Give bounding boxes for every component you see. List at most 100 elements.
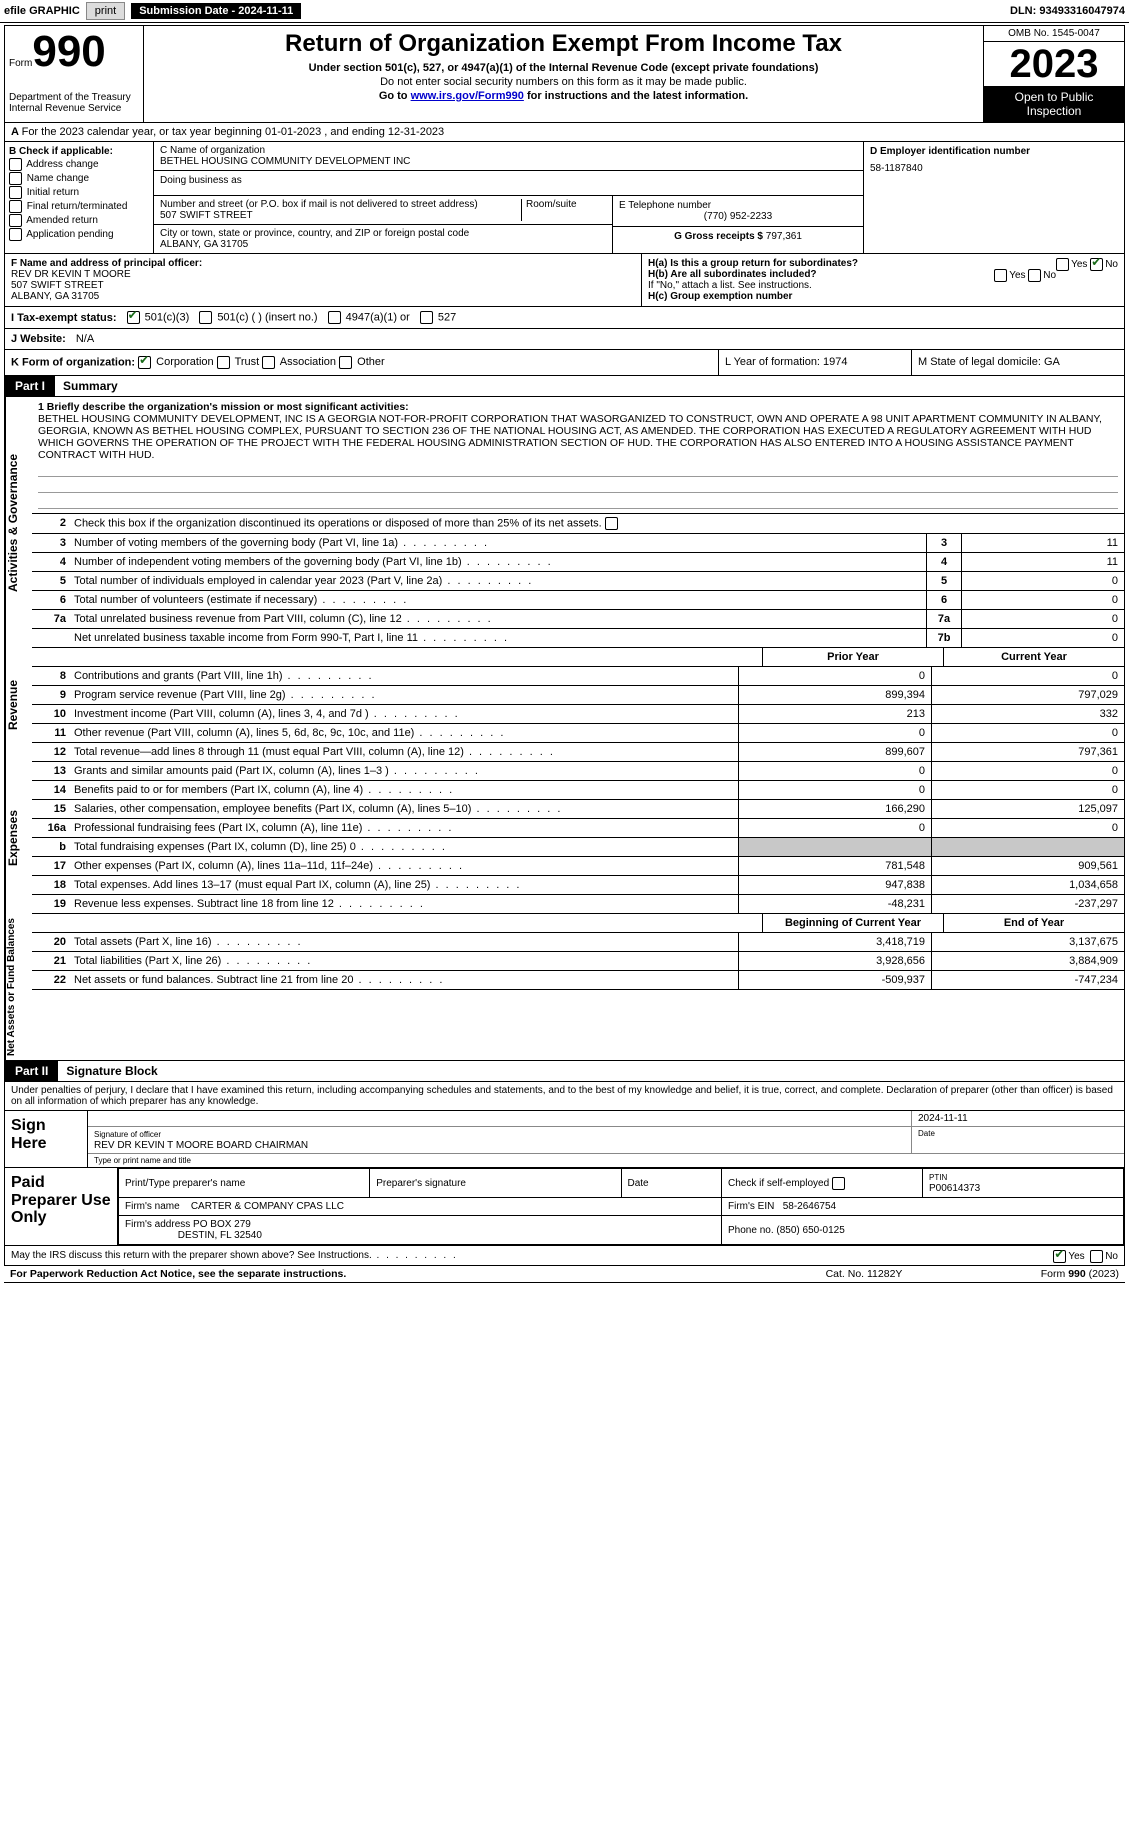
line-value: 0 xyxy=(961,610,1124,628)
py-cy-header: Prior Year Current Year xyxy=(32,648,1124,667)
mission-text: BETHEL HOUSING COMMUNITY DEVELOPMENT, IN… xyxy=(38,413,1102,461)
chk-other[interactable]: Other xyxy=(339,356,385,368)
address-row: Number and street (or P.O. box if mail i… xyxy=(154,196,863,253)
current-year-value xyxy=(931,838,1124,856)
chk-trust[interactable]: Trust xyxy=(217,356,260,368)
line-num: 17 xyxy=(32,857,70,875)
box-id: 6 xyxy=(926,591,961,609)
expenses-body: 13 Grants and similar amounts paid (Part… xyxy=(32,762,1124,914)
form-prefix: Form xyxy=(9,58,32,69)
sign-here-label: Sign Here xyxy=(5,1111,88,1167)
box-id: 4 xyxy=(926,553,961,571)
chk-assoc[interactable]: Association xyxy=(262,356,336,368)
table-row: 16a Professional fundraising fees (Part … xyxy=(32,819,1124,838)
subtitle3-pre: Go to xyxy=(379,90,411,102)
header-info-block: B Check if applicable: Address change Na… xyxy=(4,142,1125,254)
tax-year: 2023 xyxy=(984,42,1124,86)
current-year-value: 797,361 xyxy=(931,743,1124,761)
line-num: 8 xyxy=(32,667,70,685)
dba-label: Doing business as xyxy=(160,175,242,186)
line-desc: Investment income (Part VIII, column (A)… xyxy=(70,705,738,723)
print-button[interactable]: print xyxy=(86,2,125,20)
chk-initial-return[interactable]: Initial return xyxy=(9,186,149,199)
chk-527[interactable]: 527 xyxy=(420,311,456,324)
current-year-value: -237,297 xyxy=(931,895,1124,913)
current-year-header: Current Year xyxy=(943,648,1124,666)
ha-row: H(a) Is this a group return for subordin… xyxy=(648,258,1118,269)
firm-ein-cell: Firm's EIN 58-2646754 xyxy=(722,1198,1124,1216)
row-j-label: J Website: xyxy=(11,333,66,345)
table-row: 12 Total revenue—add lines 8 through 11 … xyxy=(32,743,1124,762)
chk-address-change[interactable]: Address change xyxy=(9,158,149,171)
current-year-value: 797,029 xyxy=(931,686,1124,704)
discuss-yes-no: Yes No xyxy=(1053,1250,1118,1263)
table-row: Print/Type preparer's name Preparer's si… xyxy=(119,1169,1124,1198)
sig-blank xyxy=(88,1111,911,1126)
signature-block: Under penalties of perjury, I declare th… xyxy=(4,1082,1125,1266)
side-label-exp: Expenses xyxy=(5,762,32,914)
pra-notice: For Paperwork Reduction Act Notice, see … xyxy=(10,1268,789,1280)
irs-link[interactable]: www.irs.gov/Form990 xyxy=(411,90,524,102)
self-emp-cell: Check if self-employed xyxy=(722,1169,923,1198)
blank-line xyxy=(38,495,1118,509)
part-i-title: Summary xyxy=(55,376,126,396)
dba-row: Doing business as xyxy=(154,171,863,196)
phone-label: E Telephone number xyxy=(619,200,857,211)
prior-year-value: 0 xyxy=(738,781,931,799)
table-row: Net unrelated business taxable income fr… xyxy=(32,629,1124,648)
page-footer: For Paperwork Reduction Act Notice, see … xyxy=(4,1266,1125,1283)
line-num: 5 xyxy=(32,572,70,590)
boy-header: Beginning of Current Year xyxy=(762,914,943,932)
current-year-value: 0 xyxy=(931,667,1124,685)
eoy-value: 3,884,909 xyxy=(931,952,1124,970)
row-k: K Form of organization: Corporation Trus… xyxy=(5,350,719,375)
table-row: 7a Total unrelated business revenue from… xyxy=(32,610,1124,629)
org-name: BETHEL HOUSING COMMUNITY DEVELOPMENT INC xyxy=(160,156,857,167)
chk-501c3[interactable]: 501(c)(3) xyxy=(127,311,190,324)
line-num: 11 xyxy=(32,724,70,742)
chk-501c[interactable]: 501(c) ( ) (insert no.) xyxy=(199,311,317,324)
chk-final-return[interactable]: Final return/terminated xyxy=(9,200,149,213)
form-number: 990 xyxy=(32,27,105,76)
line-desc: Professional fundraising fees (Part IX, … xyxy=(70,819,738,837)
box-d: D Employer identification number 58-1187… xyxy=(863,142,1124,253)
table-row: b Total fundraising expenses (Part IX, c… xyxy=(32,838,1124,857)
prior-year-value: 213 xyxy=(738,705,931,723)
table-row: 4 Number of independent voting members o… xyxy=(32,553,1124,572)
line-desc: Total number of individuals employed in … xyxy=(70,572,926,590)
firm-addr-cell: Firm's address PO BOX 279 DESTIN, FL 325… xyxy=(119,1216,722,1245)
prior-year-value: 0 xyxy=(738,724,931,742)
type-print-label: Type or print name and title xyxy=(88,1154,1124,1167)
line-desc: Program service revenue (Part VIII, line… xyxy=(70,686,738,704)
line-desc: Total assets (Part X, line 16) xyxy=(70,933,738,951)
boy-value: 3,928,656 xyxy=(738,952,931,970)
line-num: 12 xyxy=(32,743,70,761)
prior-year-value xyxy=(738,838,931,856)
ein-label: D Employer identification number xyxy=(870,146,1030,157)
current-year-value: 0 xyxy=(931,781,1124,799)
part-ii-tab: Part II xyxy=(5,1061,58,1081)
line-desc: Grants and similar amounts paid (Part IX… xyxy=(70,762,738,780)
table-row: 20 Total assets (Part X, line 16) 3,418,… xyxy=(32,933,1124,952)
discuss-yes-check[interactable] xyxy=(1053,1250,1066,1263)
chk-4947[interactable]: 4947(a)(1) or xyxy=(328,311,410,324)
chk-amended[interactable]: Amended return xyxy=(9,214,149,227)
ein-cell: D Employer identification number 58-1187… xyxy=(864,142,1124,230)
prep-date-cell: Date xyxy=(621,1169,722,1198)
line-2: 2 Check this box if the organization dis… xyxy=(32,514,1124,534)
discuss-no-check[interactable] xyxy=(1090,1250,1103,1263)
prep-name-cell: Print/Type preparer's name xyxy=(119,1169,370,1198)
line-desc: Other expenses (Part IX, column (A), lin… xyxy=(70,857,738,875)
chk-corp[interactable]: Corporation xyxy=(138,356,214,368)
part-ii-header: Part II Signature Block xyxy=(4,1061,1125,1082)
line-num: 18 xyxy=(32,876,70,894)
current-year-value: 0 xyxy=(931,819,1124,837)
chk-name-change[interactable]: Name change xyxy=(9,172,149,185)
table-row: 17 Other expenses (Part IX, column (A), … xyxy=(32,857,1124,876)
eoy-header: End of Year xyxy=(943,914,1124,932)
expenses-section: Expenses 13 Grants and similar amounts p… xyxy=(4,762,1125,914)
firm-phone-cell: Phone no. (850) 650-0125 xyxy=(722,1216,1124,1245)
officer-city: ALBANY, GA 31705 xyxy=(11,291,99,302)
prior-year-value: 781,548 xyxy=(738,857,931,875)
chk-app-pending[interactable]: Application pending xyxy=(9,228,149,241)
